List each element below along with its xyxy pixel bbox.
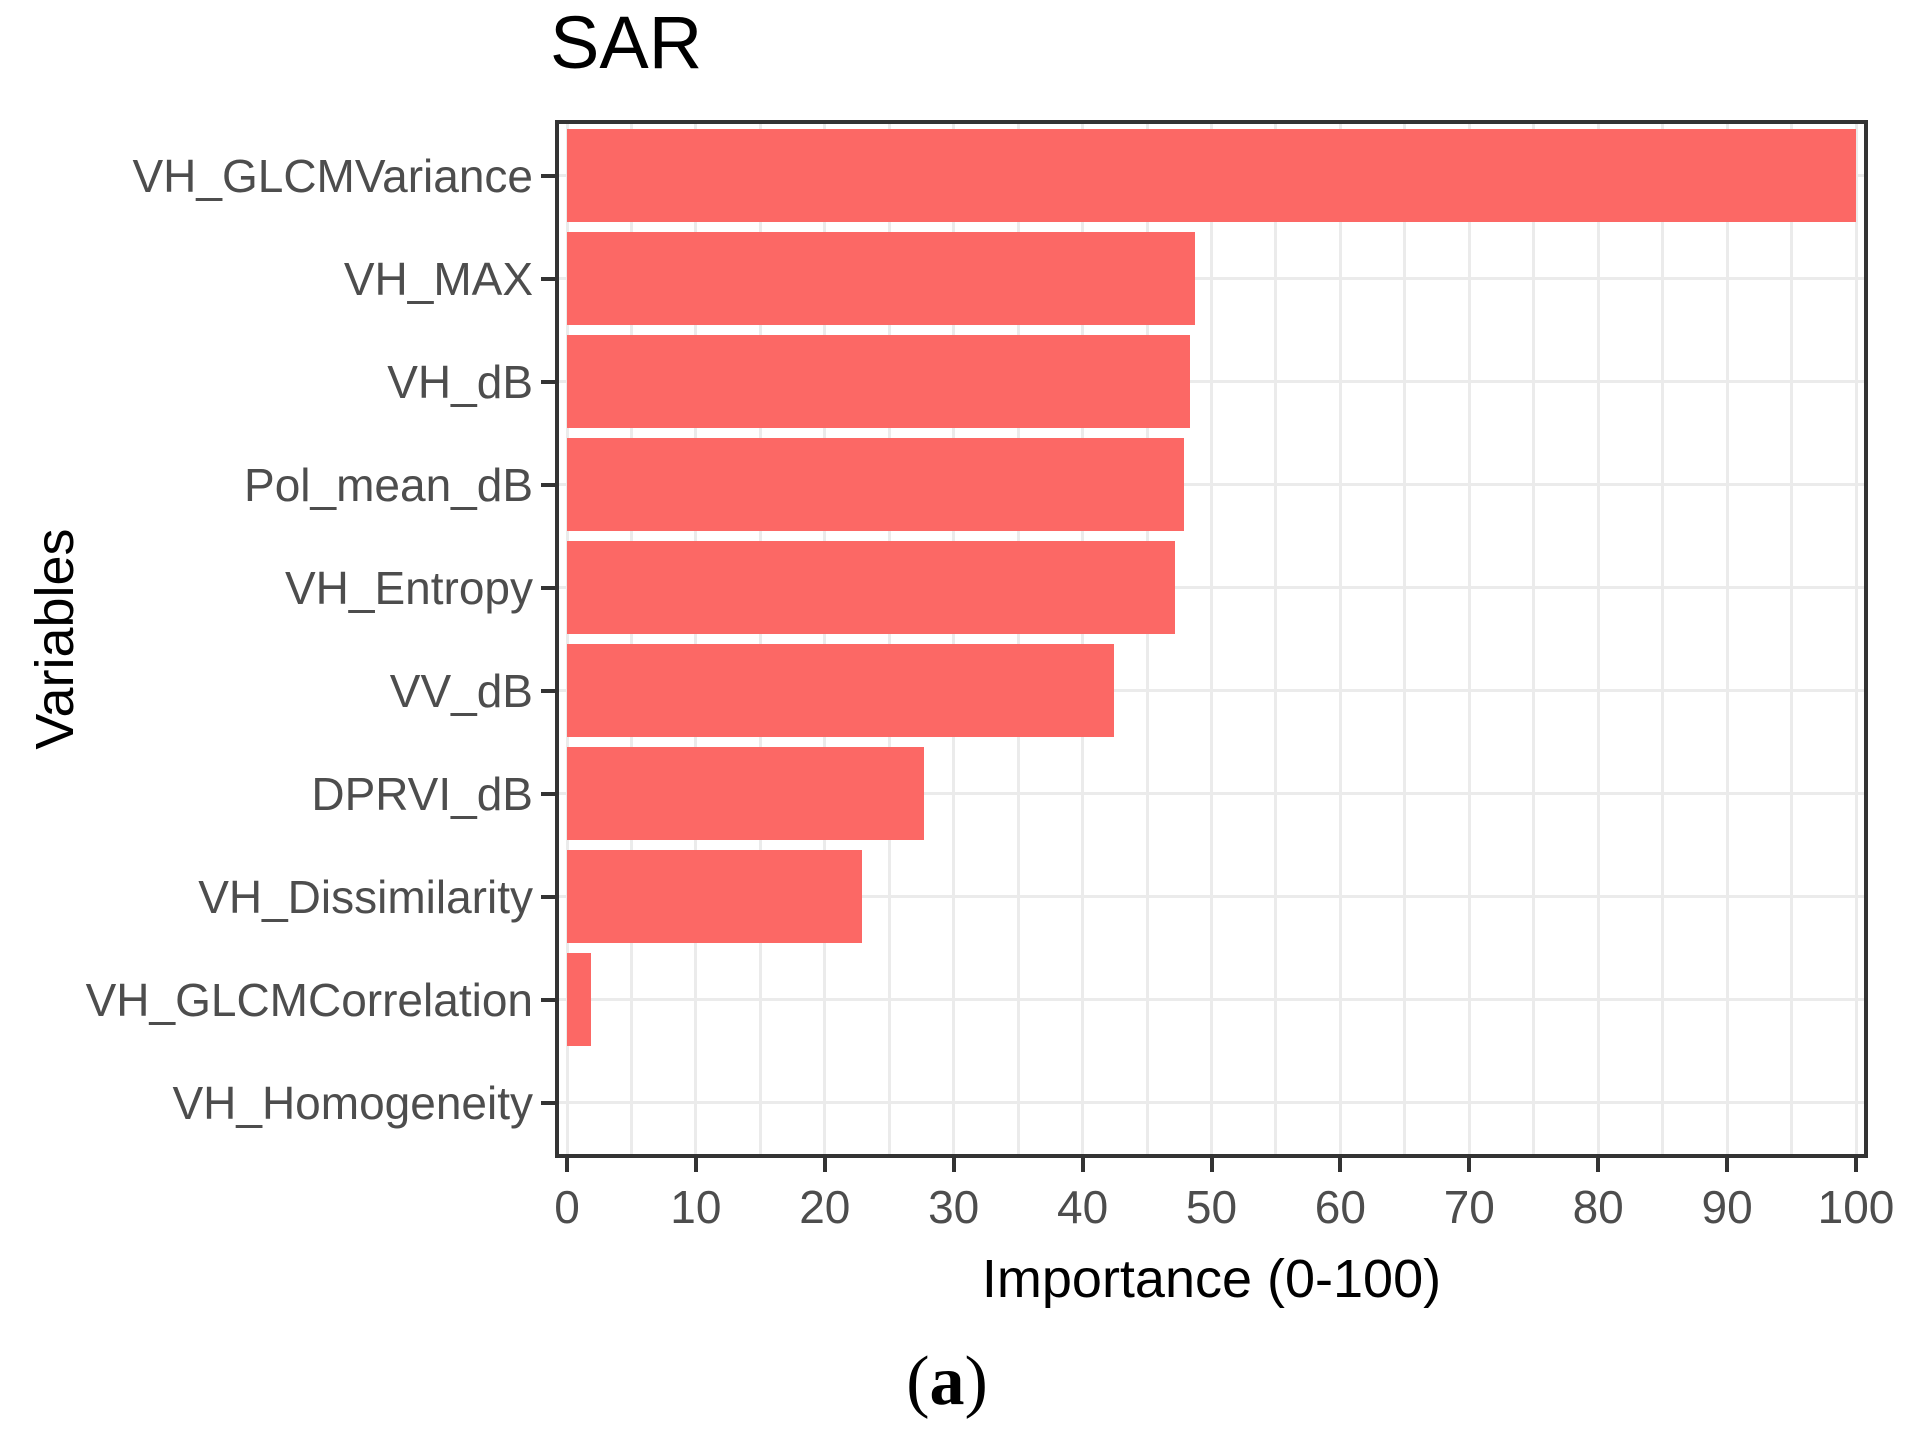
y-tick-mark [541, 585, 555, 590]
x-tick-label: 50 [1185, 1181, 1238, 1233]
y-tick-label: VH_Homogeneity [172, 1076, 533, 1129]
gridline-vertical [1532, 124, 1536, 1154]
x-tick-label: 100 [1817, 1181, 1895, 1233]
x-tick-mark [1467, 1158, 1472, 1172]
gridline-vertical [1661, 124, 1665, 1154]
x-tick-mark [1725, 1158, 1730, 1172]
gridline-vertical [1403, 124, 1407, 1154]
y-tick-label: Pol_mean_dB [244, 458, 533, 511]
gridline-vertical [758, 124, 762, 1154]
y-tick-mark [541, 173, 555, 178]
gridline-vertical [1274, 124, 1278, 1154]
bar [567, 335, 1190, 428]
y-tick-label: VH_GLCMVariance [132, 149, 533, 202]
x-tick-mark [693, 1158, 698, 1172]
x-tick-label: 0 [554, 1181, 580, 1233]
gridline-vertical [1016, 124, 1020, 1154]
x-tick-label: 20 [799, 1181, 851, 1233]
gridline-vertical [1338, 124, 1342, 1154]
y-tick-mark [541, 482, 555, 487]
x-axis-title: Importance (0-100) [981, 1249, 1442, 1309]
caption-open-paren: ( [906, 1343, 930, 1420]
gridline-vertical [823, 124, 827, 1154]
x-tick-mark [1596, 1158, 1601, 1172]
x-tick-mark [565, 1158, 569, 1172]
bar [567, 541, 1176, 634]
y-tick-mark [541, 379, 555, 384]
gridline-vertical [1210, 124, 1213, 1154]
x-tick-label: 80 [1572, 1181, 1624, 1233]
gridline-vertical [1145, 124, 1149, 1154]
y-tick-label: DPRVI_dB [311, 767, 533, 820]
caption-close-paren: ) [964, 1343, 988, 1420]
y-tick-mark [541, 894, 555, 899]
x-tick-mark [1080, 1158, 1085, 1172]
chart-title: SAR [550, 1, 703, 84]
gridline-vertical [1790, 124, 1794, 1154]
figure-caption: (a) [797, 1342, 1097, 1422]
bar [567, 850, 863, 943]
x-tick-mark [951, 1158, 956, 1172]
gridline-vertical [1467, 124, 1471, 1154]
y-tick-mark [541, 688, 555, 693]
gridline-vertical [952, 124, 956, 1154]
gridline-vertical [1596, 124, 1600, 1154]
bar [567, 232, 1195, 325]
x-tick-mark [1338, 1158, 1343, 1172]
x-tick-mark [1854, 1158, 1858, 1172]
gridline-vertical [1854, 124, 1858, 1154]
gridline-vertical [1081, 124, 1085, 1154]
gridline-vertical [1725, 124, 1729, 1154]
x-tick-label: 70 [1443, 1181, 1495, 1233]
y-tick-label: VV_dB [389, 664, 533, 717]
y-tick-label: VH_MAX [343, 252, 533, 305]
x-tick-label: 10 [670, 1181, 722, 1233]
y-tick-label: VH_Dissimilarity [198, 870, 533, 923]
y-tick-label: VH_dB [387, 355, 533, 408]
y-tick-mark [541, 791, 555, 796]
bar [567, 747, 925, 840]
plot-panel [555, 120, 1868, 1158]
gridline-vertical [565, 124, 569, 1154]
y-tick-label: VH_Entropy [284, 561, 533, 614]
bar [567, 438, 1185, 531]
bar [567, 953, 592, 1046]
y-tick-label: VH_GLCMCorrelation [85, 973, 533, 1026]
gridline-vertical [629, 124, 633, 1154]
x-tick-label: 30 [928, 1181, 980, 1233]
x-tick-label: 60 [1314, 1181, 1366, 1233]
y-tick-mark [541, 997, 555, 1002]
y-tick-mark [541, 276, 555, 281]
bar [567, 644, 1114, 737]
x-tick-mark [1209, 1158, 1214, 1172]
y-tick-mark [541, 1100, 555, 1105]
gridline-vertical [887, 124, 891, 1154]
x-tick-label: 40 [1057, 1181, 1109, 1233]
bar [567, 129, 1856, 222]
x-tick-mark [822, 1158, 827, 1172]
gridline-vertical [694, 124, 698, 1154]
caption-letter: a [929, 1343, 965, 1420]
x-tick-label: 90 [1701, 1181, 1753, 1233]
